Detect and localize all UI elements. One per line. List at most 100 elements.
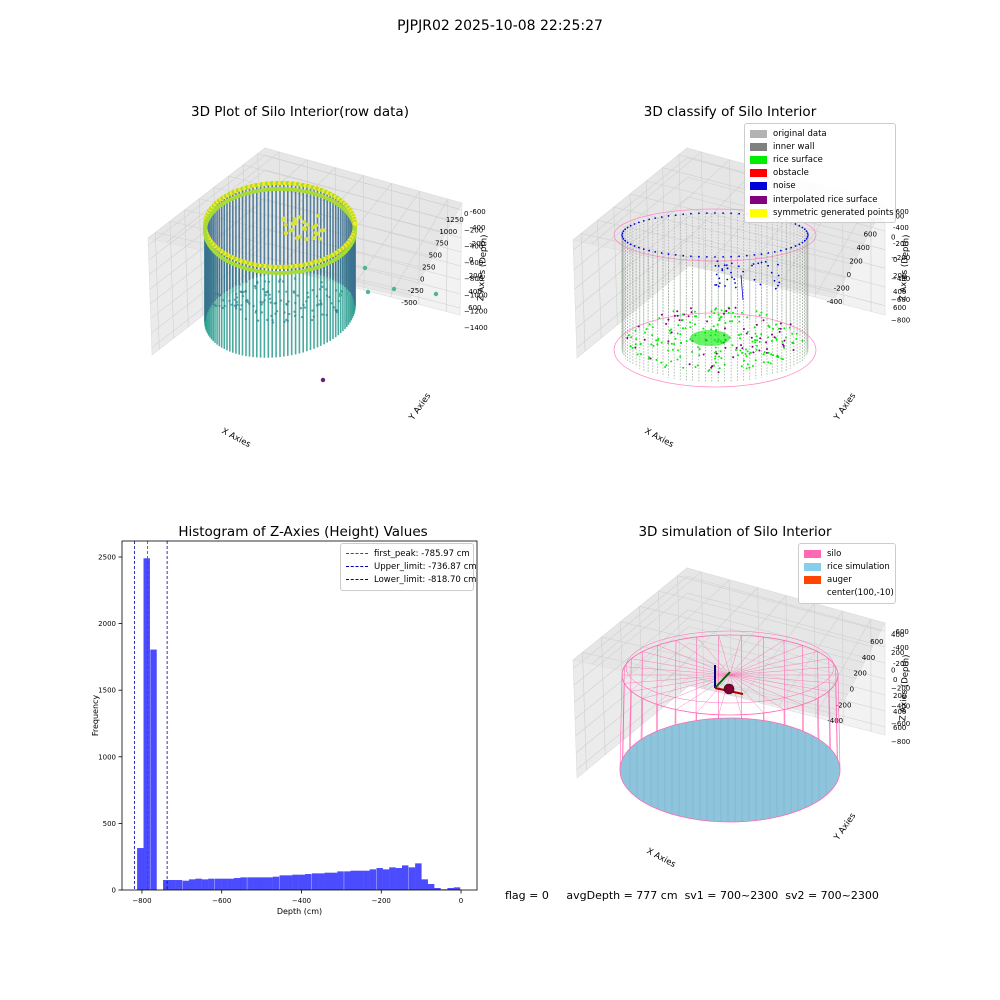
- z-tick-label: −800: [891, 317, 910, 325]
- rice-surface-point: [789, 323, 792, 326]
- silo-roof-line: [696, 636, 731, 676]
- legend-swatch: [750, 155, 767, 164]
- noise-point: [726, 278, 729, 281]
- raw-point: [353, 227, 357, 232]
- histogram-bar: [188, 879, 196, 890]
- rice-surface-point: [636, 353, 639, 356]
- x-tick-label: -200: [834, 285, 850, 293]
- rice-surface-point: [740, 333, 743, 336]
- noise-point: [721, 269, 724, 272]
- raw-point: [216, 293, 219, 296]
- grid-line: [576, 676, 690, 770]
- noise-point: [660, 216, 663, 218]
- rice-surface-point: [660, 341, 663, 344]
- noise-point: [745, 254, 748, 257]
- rice-simulation-surface: [619, 717, 841, 823]
- raw-point: [256, 319, 260, 322]
- rice-surface-point: [727, 311, 730, 314]
- z-axis-label: Z Axies (Depth): [898, 234, 911, 301]
- y-axis-label: Y Axies: [832, 811, 859, 843]
- rice-surface-point: [702, 327, 705, 330]
- noise-point: [730, 255, 732, 258]
- noise-point: [759, 283, 762, 286]
- raw-point: [222, 299, 225, 302]
- auger-y-axis: [714, 671, 731, 689]
- noise-point: [716, 260, 719, 262]
- legend-label: center(100,-10): [827, 588, 894, 599]
- rice-surface-point: [801, 339, 804, 342]
- noise-point: [624, 228, 627, 231]
- raw-point: [244, 290, 247, 293]
- raw-point: [292, 217, 297, 221]
- raw-point: [274, 312, 277, 315]
- noise-point: [722, 256, 724, 258]
- x-axis-label: X Axies: [220, 426, 253, 450]
- y-tick-label: 2000: [98, 620, 116, 628]
- grid-line: [591, 151, 702, 245]
- rice-surface-point: [781, 358, 784, 361]
- raw-point: [254, 287, 257, 290]
- rice-surface-point: [792, 342, 795, 345]
- z-tick-label: −600: [891, 720, 910, 728]
- raw-point: [270, 314, 273, 318]
- x-tick-label: -200: [836, 701, 852, 709]
- grid-line: [628, 159, 730, 253]
- raw-point: [273, 302, 276, 305]
- raw-outlier-point: [433, 291, 439, 297]
- noise-point: [642, 220, 645, 222]
- legend-entry: symmetric generated points: [750, 206, 894, 219]
- silo-roof-line: [675, 640, 731, 676]
- silo-roof-line: [729, 658, 829, 676]
- raw-point: [221, 306, 224, 310]
- sv2-text: sv2 = 700~2300: [785, 889, 879, 902]
- raw-point: [340, 290, 343, 293]
- histogram-bar: [285, 875, 293, 890]
- noise-point: [773, 279, 776, 282]
- raw-point: [319, 299, 322, 302]
- rice-surface-point: [658, 317, 661, 320]
- grid-line: [689, 254, 886, 306]
- rice-surface-point: [734, 315, 736, 318]
- rice-surface-point: [782, 345, 785, 347]
- rice-surface-point: [698, 354, 701, 357]
- raw-outlier-point: [337, 292, 343, 298]
- noise-point: [731, 276, 733, 279]
- histogram-bar: [150, 649, 157, 890]
- noise-point: [806, 236, 809, 238]
- rice-surface-point: [741, 311, 743, 314]
- noise-point: [714, 212, 716, 214]
- histogram-bar: [434, 888, 441, 890]
- y-axis-label: Frequency: [91, 695, 100, 737]
- grid-line: [662, 167, 667, 285]
- legend-swatch: [804, 575, 821, 584]
- rice-surface-point: [714, 357, 717, 360]
- rice-surface-point: [773, 336, 776, 339]
- raw-point: [300, 315, 304, 319]
- rice-surface-point: [668, 329, 671, 332]
- grid-line: [688, 215, 886, 269]
- raw-point: [263, 299, 266, 302]
- rice-surface-point: [783, 339, 786, 342]
- silo-wall-line: [783, 640, 786, 726]
- raw-point: [314, 223, 319, 228]
- grid-line: [678, 154, 683, 272]
- grid-line: [184, 209, 189, 327]
- rice-surface-point: [714, 361, 717, 364]
- raw-point: [285, 290, 288, 293]
- grid-line: [363, 175, 365, 291]
- rice-surface-point: [753, 339, 756, 342]
- rice-surface-point: [667, 318, 670, 321]
- histogram-bar: [369, 869, 377, 890]
- rice-surface-point: [770, 353, 773, 356]
- noise-point: [690, 255, 692, 258]
- grid-line: [265, 184, 462, 239]
- grid-line: [445, 199, 449, 312]
- raw-outlier-point: [365, 289, 371, 295]
- rice-surface-point: [758, 314, 761, 317]
- rice-surface-point: [746, 350, 749, 353]
- legend-swatch: [750, 169, 767, 178]
- rice-surface-point: [651, 334, 654, 337]
- rice-surface-point: [767, 361, 770, 364]
- x-tick-label: 0: [459, 897, 463, 905]
- rice-surface-point: [672, 310, 675, 313]
